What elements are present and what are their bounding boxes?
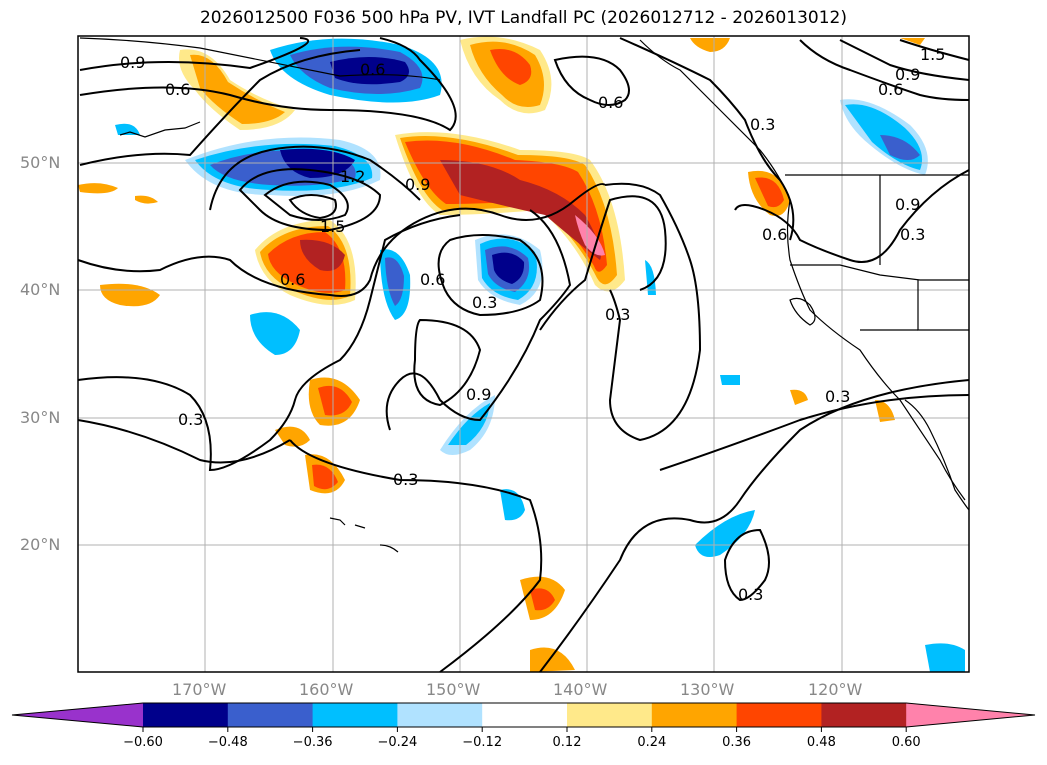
contour-label: 0.3: [738, 585, 763, 604]
colorbar-tick-label: 0.60: [891, 735, 921, 750]
colorbar-segment: [567, 703, 653, 727]
colorbar: [11, 702, 1036, 732]
contour-label-group: 0.9 0.6 0.6 0.6 0.9 0.3 0.9 0.6 1.2 0.9 …: [120, 45, 945, 604]
lon-label: 140°W: [553, 680, 608, 699]
colorbar-tick-label: 0.24: [637, 735, 667, 750]
lon-label: 170°W: [172, 680, 227, 699]
colorbar-segment: [397, 703, 483, 727]
colorbar-segment: [736, 703, 822, 727]
colorbar-tick-label: −0.24: [377, 735, 418, 750]
lat-label: 40°N: [20, 280, 61, 299]
contour-label: 0.9: [466, 385, 491, 404]
contour-label: 1.5: [920, 45, 945, 64]
contour-label: 0.3: [900, 225, 925, 244]
lon-label: 130°W: [680, 680, 735, 699]
contour-label: 0.3: [393, 470, 418, 489]
colorbar-tick-label: −0.48: [207, 735, 248, 750]
colorbar-tick-label: 0.36: [722, 735, 752, 750]
colorbar-tick-label: 0.12: [552, 735, 582, 750]
contour-label: 0.3: [178, 410, 203, 429]
lat-label: 50°N: [20, 153, 61, 172]
map-frame: [77, 35, 970, 673]
colorbar-extend-low: [12, 703, 143, 727]
lon-label: 120°W: [808, 680, 863, 699]
colorbar-tick-label: −0.12: [462, 735, 503, 750]
coastlines: [79, 37, 970, 553]
graticule: [78, 36, 969, 672]
contour-label: 0.3: [750, 115, 775, 134]
contour-label: 0.6: [878, 80, 903, 99]
colorbar-extend-high: [906, 703, 1035, 727]
contour-label: 1.2: [340, 167, 365, 186]
lat-label: 20°N: [20, 535, 61, 554]
contour-label: 0.6: [280, 270, 305, 289]
contour-label: 0.9: [895, 195, 920, 214]
contour-label: 0.9: [895, 65, 920, 84]
contour-label: 1.5: [320, 217, 345, 236]
colorbar-segment: [312, 703, 398, 727]
contour-label: 0.3: [605, 305, 630, 324]
contour-label: 0.6: [165, 80, 190, 99]
contour-label: 0.6: [420, 270, 445, 289]
contour-label: 0.3: [472, 293, 497, 312]
map-title: 2026012500 F036 500 hPa PV, IVT Landfall…: [199, 8, 847, 28]
contour-label: 0.3: [825, 387, 850, 406]
colorbar-tick-label: −0.36: [292, 735, 333, 750]
colorbar-segment: [651, 703, 738, 727]
colorbar-segment: [143, 703, 229, 727]
map-panel: [77, 35, 970, 673]
lat-label: 30°N: [20, 408, 61, 427]
colorbar-segment: [482, 703, 568, 727]
contour-label: 0.6: [762, 225, 787, 244]
lon-label: 160°W: [299, 680, 354, 699]
contour-label: 0.9: [120, 53, 145, 72]
colorbar-tick-label: −0.60: [123, 735, 163, 750]
shading-layer: [78, 36, 965, 672]
contour-label: 0.9: [405, 175, 430, 194]
pv-contours: [77, 37, 970, 673]
colorbar-segment: [227, 703, 314, 727]
colorbar-segment: [821, 703, 907, 727]
lon-label: 150°W: [426, 680, 481, 699]
contour-label: 0.6: [598, 93, 623, 112]
contour-label: 0.6: [360, 60, 385, 79]
colorbar-tick-label: 0.48: [806, 735, 836, 750]
